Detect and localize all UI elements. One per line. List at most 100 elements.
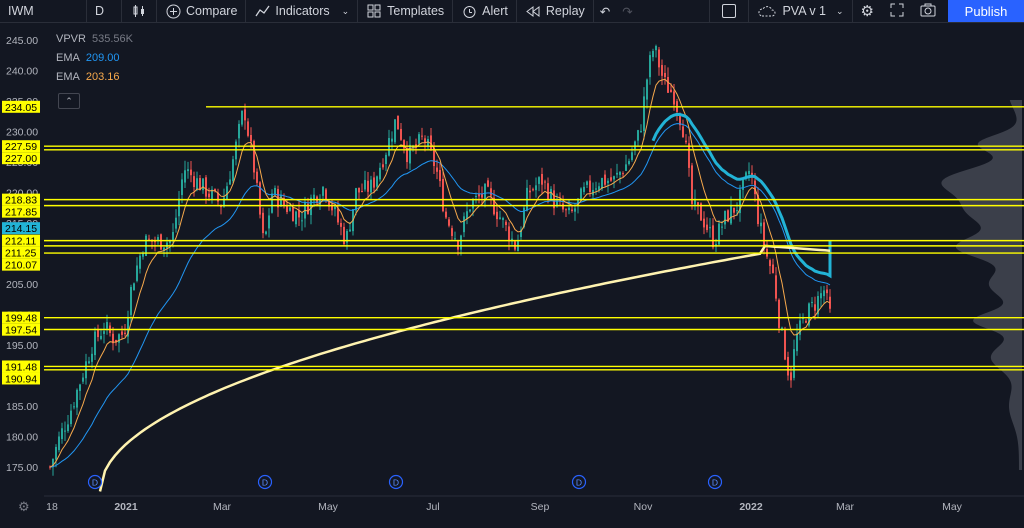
settings-button[interactable]: ⚙ xyxy=(853,0,882,22)
alert-button[interactable]: Alert xyxy=(453,0,516,22)
candle-body xyxy=(379,167,381,180)
legend-ema-fast[interactable]: EMA 209.00 xyxy=(56,49,133,68)
volume-profile xyxy=(941,100,1022,470)
price-chart[interactable]: 245.00240.00235.00230.00225.00220.00215.… xyxy=(0,23,1024,528)
replay-button[interactable]: Replay xyxy=(517,0,593,22)
select-layout-checkbox[interactable] xyxy=(710,0,748,22)
divider xyxy=(515,0,517,22)
top-toolbar: IWM D Compare Indicators ⌄ Templates xyxy=(0,0,1024,23)
dividend-marker[interactable] xyxy=(87,474,103,490)
candle-body xyxy=(328,200,330,207)
dividend-marker[interactable] xyxy=(707,474,723,490)
candle-body xyxy=(619,172,621,175)
x-axis-tick-label: May xyxy=(318,501,339,513)
chevron-down-icon[interactable]: ⌄ xyxy=(341,5,350,16)
candle-body xyxy=(799,320,801,335)
compare-label: Compare xyxy=(186,4,238,18)
price-tag xyxy=(2,152,40,165)
candle-body xyxy=(115,339,117,343)
candle-body xyxy=(535,185,537,191)
candle-body xyxy=(361,190,363,192)
legend-collapse-button[interactable]: ⌃ xyxy=(58,93,80,109)
replay-icon xyxy=(525,3,541,19)
candle-body xyxy=(415,144,417,147)
publish-button[interactable]: Publish xyxy=(948,0,1024,22)
dividend-marker[interactable] xyxy=(388,474,404,490)
indicators-button[interactable]: Indicators ⌄ xyxy=(246,0,357,22)
candle-body xyxy=(67,424,69,432)
sma-200-line xyxy=(98,244,831,492)
alert-label: Alert xyxy=(482,4,508,18)
candle-body xyxy=(274,187,276,195)
candle-body xyxy=(214,189,216,191)
dividend-marker[interactable] xyxy=(571,474,587,490)
layout-menu[interactable]: PVA v 1 ⌄ xyxy=(749,0,851,22)
snapshot-button[interactable] xyxy=(912,0,944,22)
camera-icon xyxy=(920,3,936,20)
candle-body xyxy=(448,219,450,226)
fullscreen-button[interactable] xyxy=(882,0,912,22)
ema-fast-label: EMA xyxy=(56,52,80,64)
candle-body xyxy=(655,45,657,51)
legend-vpvr[interactable]: VPVR 535.56K xyxy=(56,30,133,49)
candle-body xyxy=(547,183,549,201)
ema-slow-label: EMA xyxy=(56,71,80,83)
candle-body xyxy=(739,189,741,214)
candle-body xyxy=(169,240,171,244)
candle-body xyxy=(229,179,231,185)
candle-body xyxy=(391,138,393,142)
candle-body xyxy=(616,172,618,175)
candle-body xyxy=(664,72,666,78)
candle-body xyxy=(136,265,138,281)
candle-body xyxy=(556,200,558,207)
candle-body xyxy=(397,115,399,130)
divider xyxy=(156,0,157,22)
candle-body xyxy=(823,290,825,297)
candle-body xyxy=(538,177,540,184)
price-tag-label: 218.83 xyxy=(5,195,37,207)
chart-type-button[interactable] xyxy=(122,0,156,22)
candle-body xyxy=(580,188,582,201)
candle-body xyxy=(52,458,54,468)
templates-button[interactable]: Templates xyxy=(358,0,452,22)
axis-settings-icon[interactable]: ⚙ xyxy=(18,500,30,515)
candle-body xyxy=(439,169,441,182)
candle-body xyxy=(421,135,423,137)
dividend-marker[interactable] xyxy=(257,474,273,490)
candle-body xyxy=(133,283,135,291)
candle-body xyxy=(508,226,510,242)
candle-body xyxy=(406,148,408,163)
candle-body xyxy=(718,223,720,245)
candle-body xyxy=(784,329,786,360)
candle-body xyxy=(649,55,651,78)
candle-body xyxy=(736,210,738,212)
legend-ema-slow[interactable]: EMA 203.16 xyxy=(56,68,133,87)
candle-body xyxy=(412,146,414,149)
price-tag-label: 212.11 xyxy=(5,236,36,248)
candle-body xyxy=(637,130,639,141)
price-tag xyxy=(2,246,40,259)
candle-body xyxy=(442,178,444,212)
compare-button[interactable]: Compare xyxy=(157,0,245,22)
candle-body xyxy=(322,186,324,196)
candle-body xyxy=(175,217,177,229)
ema-slow-value: 203.16 xyxy=(85,71,120,83)
x-axis-tick-label: 2022 xyxy=(739,501,763,513)
candle-body xyxy=(121,331,123,335)
interval-button[interactable]: D xyxy=(87,0,121,22)
price-tag-label: 191.48 xyxy=(5,361,37,373)
candle-body xyxy=(340,222,342,227)
candle-body xyxy=(670,89,672,93)
symbol-search[interactable]: IWM xyxy=(0,0,86,22)
divider xyxy=(709,0,711,22)
candle-body xyxy=(193,176,195,188)
candle-body xyxy=(769,260,771,267)
candle-body xyxy=(130,286,132,315)
y-axis-tick-label: 240.00 xyxy=(6,66,38,78)
candle-body xyxy=(103,331,105,334)
candle-body xyxy=(709,227,711,229)
redo-button[interactable]: ↷ xyxy=(616,0,638,22)
candle-body xyxy=(55,446,57,460)
price-tag-label: 199.48 xyxy=(5,313,37,325)
undo-button[interactable]: ↶ xyxy=(594,0,616,22)
